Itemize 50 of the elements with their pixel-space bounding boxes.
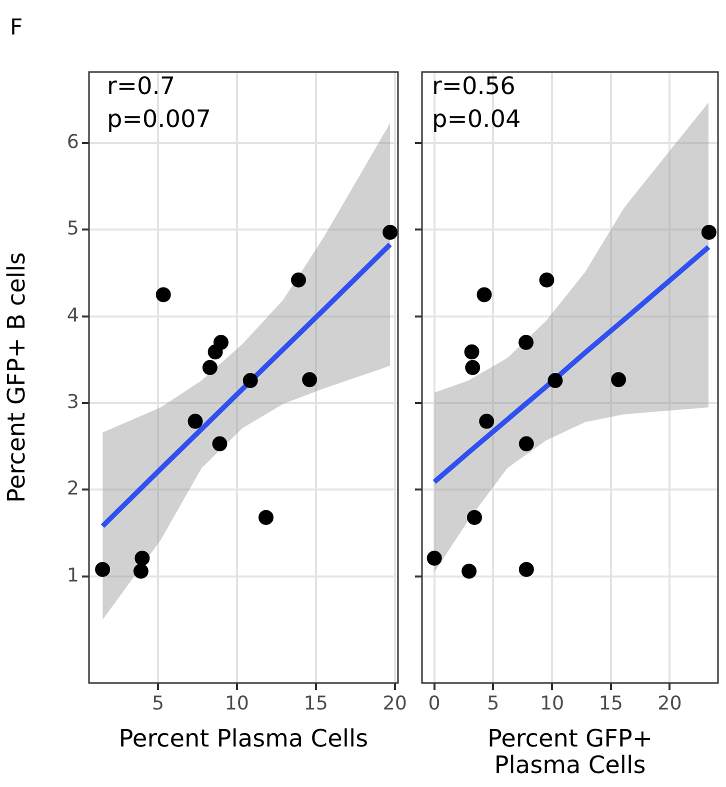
point <box>291 272 306 288</box>
point <box>611 372 626 388</box>
point <box>518 334 534 350</box>
point <box>426 550 442 566</box>
point <box>539 272 554 288</box>
point <box>701 224 716 240</box>
point <box>156 287 171 302</box>
point <box>133 564 148 579</box>
annotation: p=0.007 <box>107 105 212 134</box>
y-axis-title: Percent GFP+ B cells <box>2 252 31 503</box>
point <box>188 414 203 429</box>
x-tick-label: 10 <box>224 692 250 714</box>
y-tick-label: 3 <box>66 391 79 414</box>
y-tick-label: 2 <box>66 478 79 500</box>
point <box>518 562 534 577</box>
point <box>213 334 228 350</box>
point <box>302 372 318 388</box>
x-tick-label: 20 <box>382 692 407 714</box>
x-axis-title: Percent Plasma Cells <box>118 724 368 752</box>
y-tick-label: 5 <box>66 218 79 240</box>
point <box>479 414 494 429</box>
point <box>466 510 482 525</box>
point <box>518 436 534 452</box>
x-tick-label: 5 <box>152 692 164 714</box>
x-axis-title: Percent GFP+ Plasma Cells <box>488 724 652 779</box>
y-tick-label: 1 <box>66 564 79 586</box>
x-tick-label: 15 <box>598 692 623 714</box>
point <box>462 564 477 579</box>
x-tick-label: 0 <box>428 692 440 714</box>
point <box>202 360 218 376</box>
annotation: r=0.7 <box>107 72 176 100</box>
point <box>465 360 480 376</box>
point <box>476 287 492 302</box>
point <box>382 224 398 240</box>
point <box>548 373 563 388</box>
point <box>464 344 480 360</box>
y-tick-label: 6 <box>66 131 79 154</box>
x-tick-label: 15 <box>304 692 328 714</box>
chart-title: F <box>10 16 23 41</box>
x-tick-label: 10 <box>540 692 564 714</box>
point <box>134 550 150 566</box>
y-tick-label: 4 <box>66 304 79 326</box>
annotation: p=0.04 <box>432 105 521 134</box>
x-tick-label: 5 <box>487 692 500 714</box>
point <box>212 436 228 452</box>
point <box>258 510 274 525</box>
point <box>95 562 110 577</box>
x-tick-label: 20 <box>658 692 682 714</box>
annotation: r=0.56 <box>432 72 516 100</box>
point <box>242 373 258 388</box>
